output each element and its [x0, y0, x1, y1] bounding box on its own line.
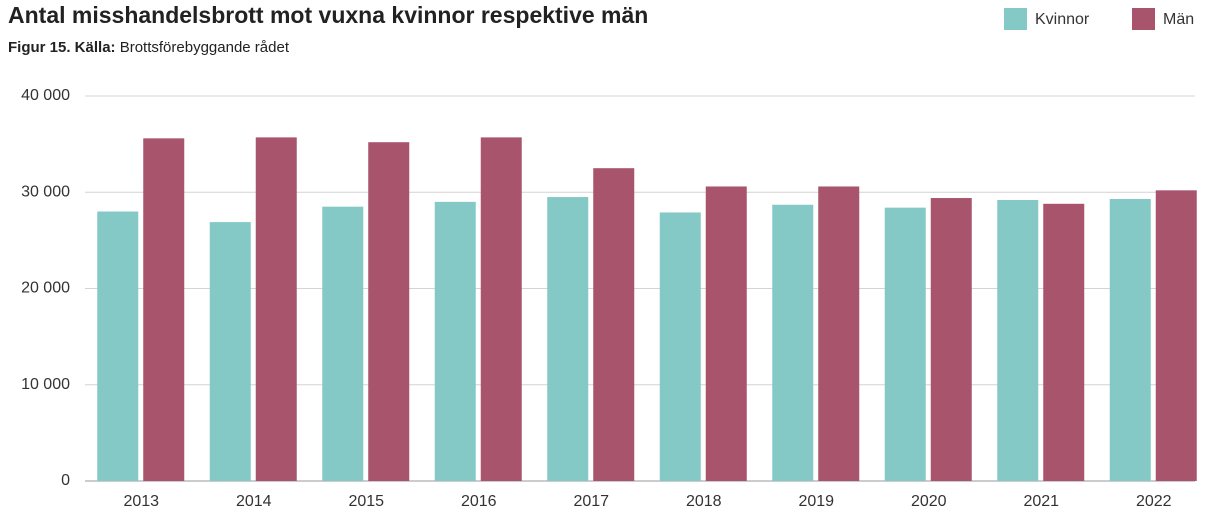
- x-tick-label: 2016: [461, 493, 497, 510]
- bar: [480, 137, 522, 481]
- x-tick-label: 2020: [911, 493, 947, 510]
- x-tick-label: 2018: [686, 493, 722, 510]
- y-tick-label: 30 000: [21, 183, 70, 200]
- chart-title: Antal misshandelsbrott mot vuxna kvinnor…: [8, 2, 648, 28]
- x-tick-label: 2014: [236, 493, 272, 510]
- bar: [1043, 203, 1085, 482]
- bar: [97, 211, 139, 481]
- x-tick-label: 2019: [798, 493, 834, 510]
- x-tick-label: 2017: [573, 493, 609, 510]
- bar: [997, 199, 1039, 481]
- bar: [255, 137, 297, 481]
- x-tick-label: 2015: [348, 493, 384, 510]
- bar: [209, 222, 251, 481]
- legend-label: Kvinnor: [1035, 11, 1090, 28]
- bar: [705, 186, 747, 481]
- x-tick-label: 2022: [1136, 493, 1172, 510]
- y-tick-label: 20 000: [21, 280, 70, 297]
- bar: [659, 212, 701, 481]
- bar: [143, 138, 185, 481]
- bar: [322, 206, 364, 481]
- bar: [818, 186, 860, 481]
- legend-swatch: [1132, 8, 1155, 30]
- chart-subtitle: Figur 15. Källa: Brottsförebyggande råde…: [8, 39, 290, 56]
- bar: [930, 198, 972, 481]
- bar: [884, 207, 926, 481]
- legend-label: Män: [1163, 11, 1194, 28]
- figure-label: Figur 15. Källa:: [8, 39, 116, 56]
- y-tick-label: 40 000: [21, 87, 70, 104]
- bar: [1109, 198, 1151, 482]
- y-tick-label: 0: [61, 472, 70, 489]
- bar: [1155, 190, 1197, 481]
- bar: [772, 204, 814, 481]
- x-tick-label: 2021: [1023, 493, 1059, 510]
- bar: [368, 142, 410, 481]
- bar: [434, 201, 476, 481]
- y-tick-label: 10 000: [21, 376, 70, 393]
- x-tick-label: 2013: [123, 493, 159, 510]
- source: Brottsförebyggande rådet: [120, 39, 290, 56]
- legend-swatch: [1004, 8, 1027, 30]
- bar: [547, 197, 589, 481]
- bar: [593, 168, 635, 481]
